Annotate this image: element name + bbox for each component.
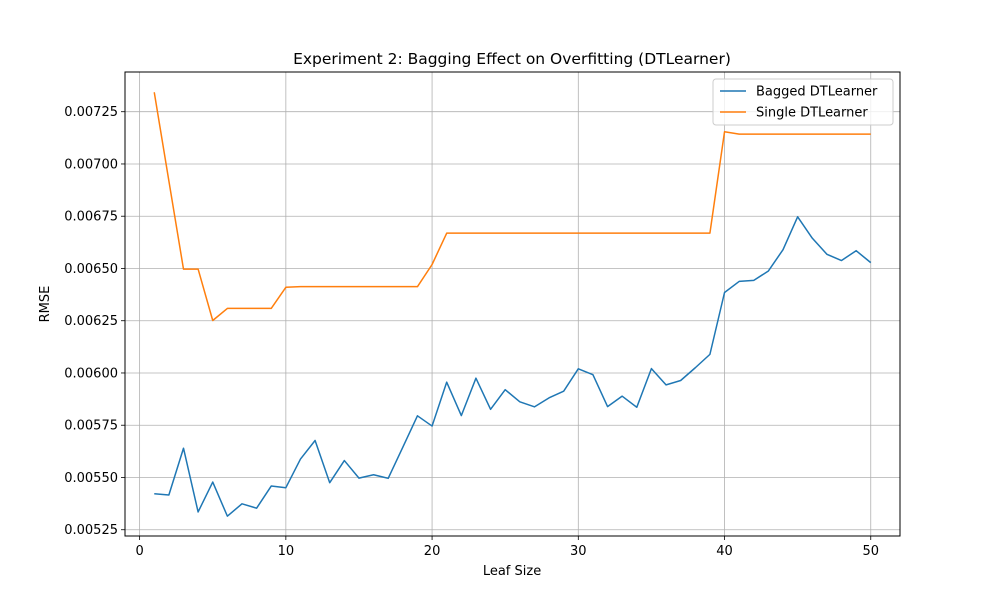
legend-label: Bagged DTLearner — [756, 85, 878, 100]
legend: Bagged DTLearner Single DTLearner — [712, 78, 894, 126]
series-line-single — [153, 92, 871, 322]
series-line-bagged — [154, 216, 872, 517]
legend-box — [712, 78, 894, 126]
y-tick-label: 0.00525 — [64, 523, 118, 538]
grid-lines — [125, 72, 900, 536]
x-tick-label: 20 — [424, 544, 441, 559]
series-layer — [153, 92, 872, 517]
y-tick-label: 0.00600 — [64, 366, 118, 381]
y-tick-label: 0.00700 — [64, 157, 118, 172]
plot-frame — [124, 71, 901, 537]
y-tick-label: 0.00575 — [64, 419, 118, 434]
x-tick-label: 30 — [570, 544, 587, 559]
y-tick-label: 0.00625 — [64, 314, 118, 329]
y-axis-ticks: 0.00525 0.00550 0.00575 0.00600 0.00625 0.006… — [64, 105, 125, 538]
x-axis-label: Leaf Size — [483, 564, 541, 579]
legend-label: Single DTLearner — [756, 106, 868, 121]
y-axis-label: RMSE — [38, 286, 53, 323]
y-tick-label: 0.00650 — [64, 262, 118, 277]
chart-title: Experiment 2: Bagging Effect on Overfitt… — [293, 50, 731, 68]
x-tick-label: 0 — [135, 544, 143, 559]
y-tick-label: 0.00550 — [64, 471, 118, 486]
x-tick-label: 40 — [716, 544, 733, 559]
x-tick-label: 10 — [278, 544, 295, 559]
x-tick-label: 50 — [862, 544, 879, 559]
x-axis-ticks: 0 10 20 30 40 50 — [135, 536, 879, 559]
y-tick-label: 0.00725 — [64, 105, 118, 120]
y-tick-label: 0.00675 — [64, 210, 118, 225]
